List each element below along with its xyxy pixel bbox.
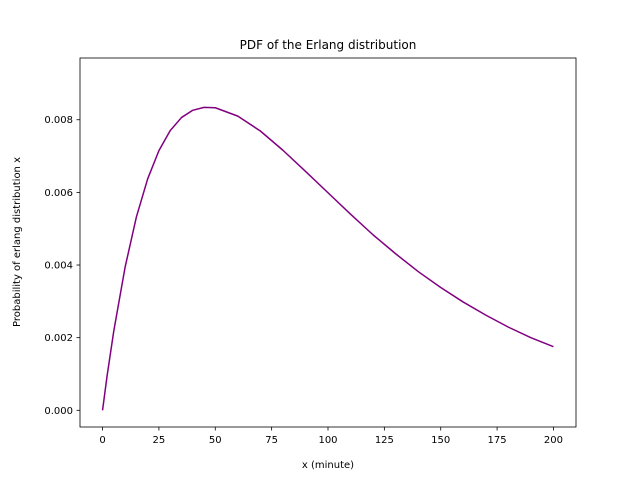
x-tick-label: 125	[375, 435, 394, 446]
x-tick-label: 150	[431, 435, 450, 446]
y-tick-label: 0.008	[44, 115, 73, 126]
y-tick-label: 0.000	[44, 406, 73, 417]
x-tick-label: 200	[544, 435, 563, 446]
x-tick-label: 25	[153, 435, 166, 446]
y-axis-label: Probability of erlang distribution x	[12, 157, 23, 327]
plot-area	[101, 106, 554, 411]
x-tick-label: 175	[488, 435, 507, 446]
series-line-0	[101, 106, 554, 411]
y-tick-label: 0.002	[44, 333, 73, 344]
x-axis: 0 25 50 75 100 125 150 175 200	[99, 427, 563, 446]
x-tick-label: 50	[209, 435, 222, 446]
x-tick-label: 100	[318, 435, 337, 446]
y-axis: 0.000 0.002 0.004 0.006 0.008	[44, 115, 80, 417]
x-tick-label: 0	[99, 435, 105, 446]
x-tick-label: 75	[265, 435, 278, 446]
y-tick-label: 0.006	[44, 188, 73, 199]
y-tick-label: 0.004	[44, 261, 73, 272]
x-axis-label: x (minute)	[302, 460, 354, 471]
chart-title: PDF of the Erlang distribution	[240, 38, 417, 52]
